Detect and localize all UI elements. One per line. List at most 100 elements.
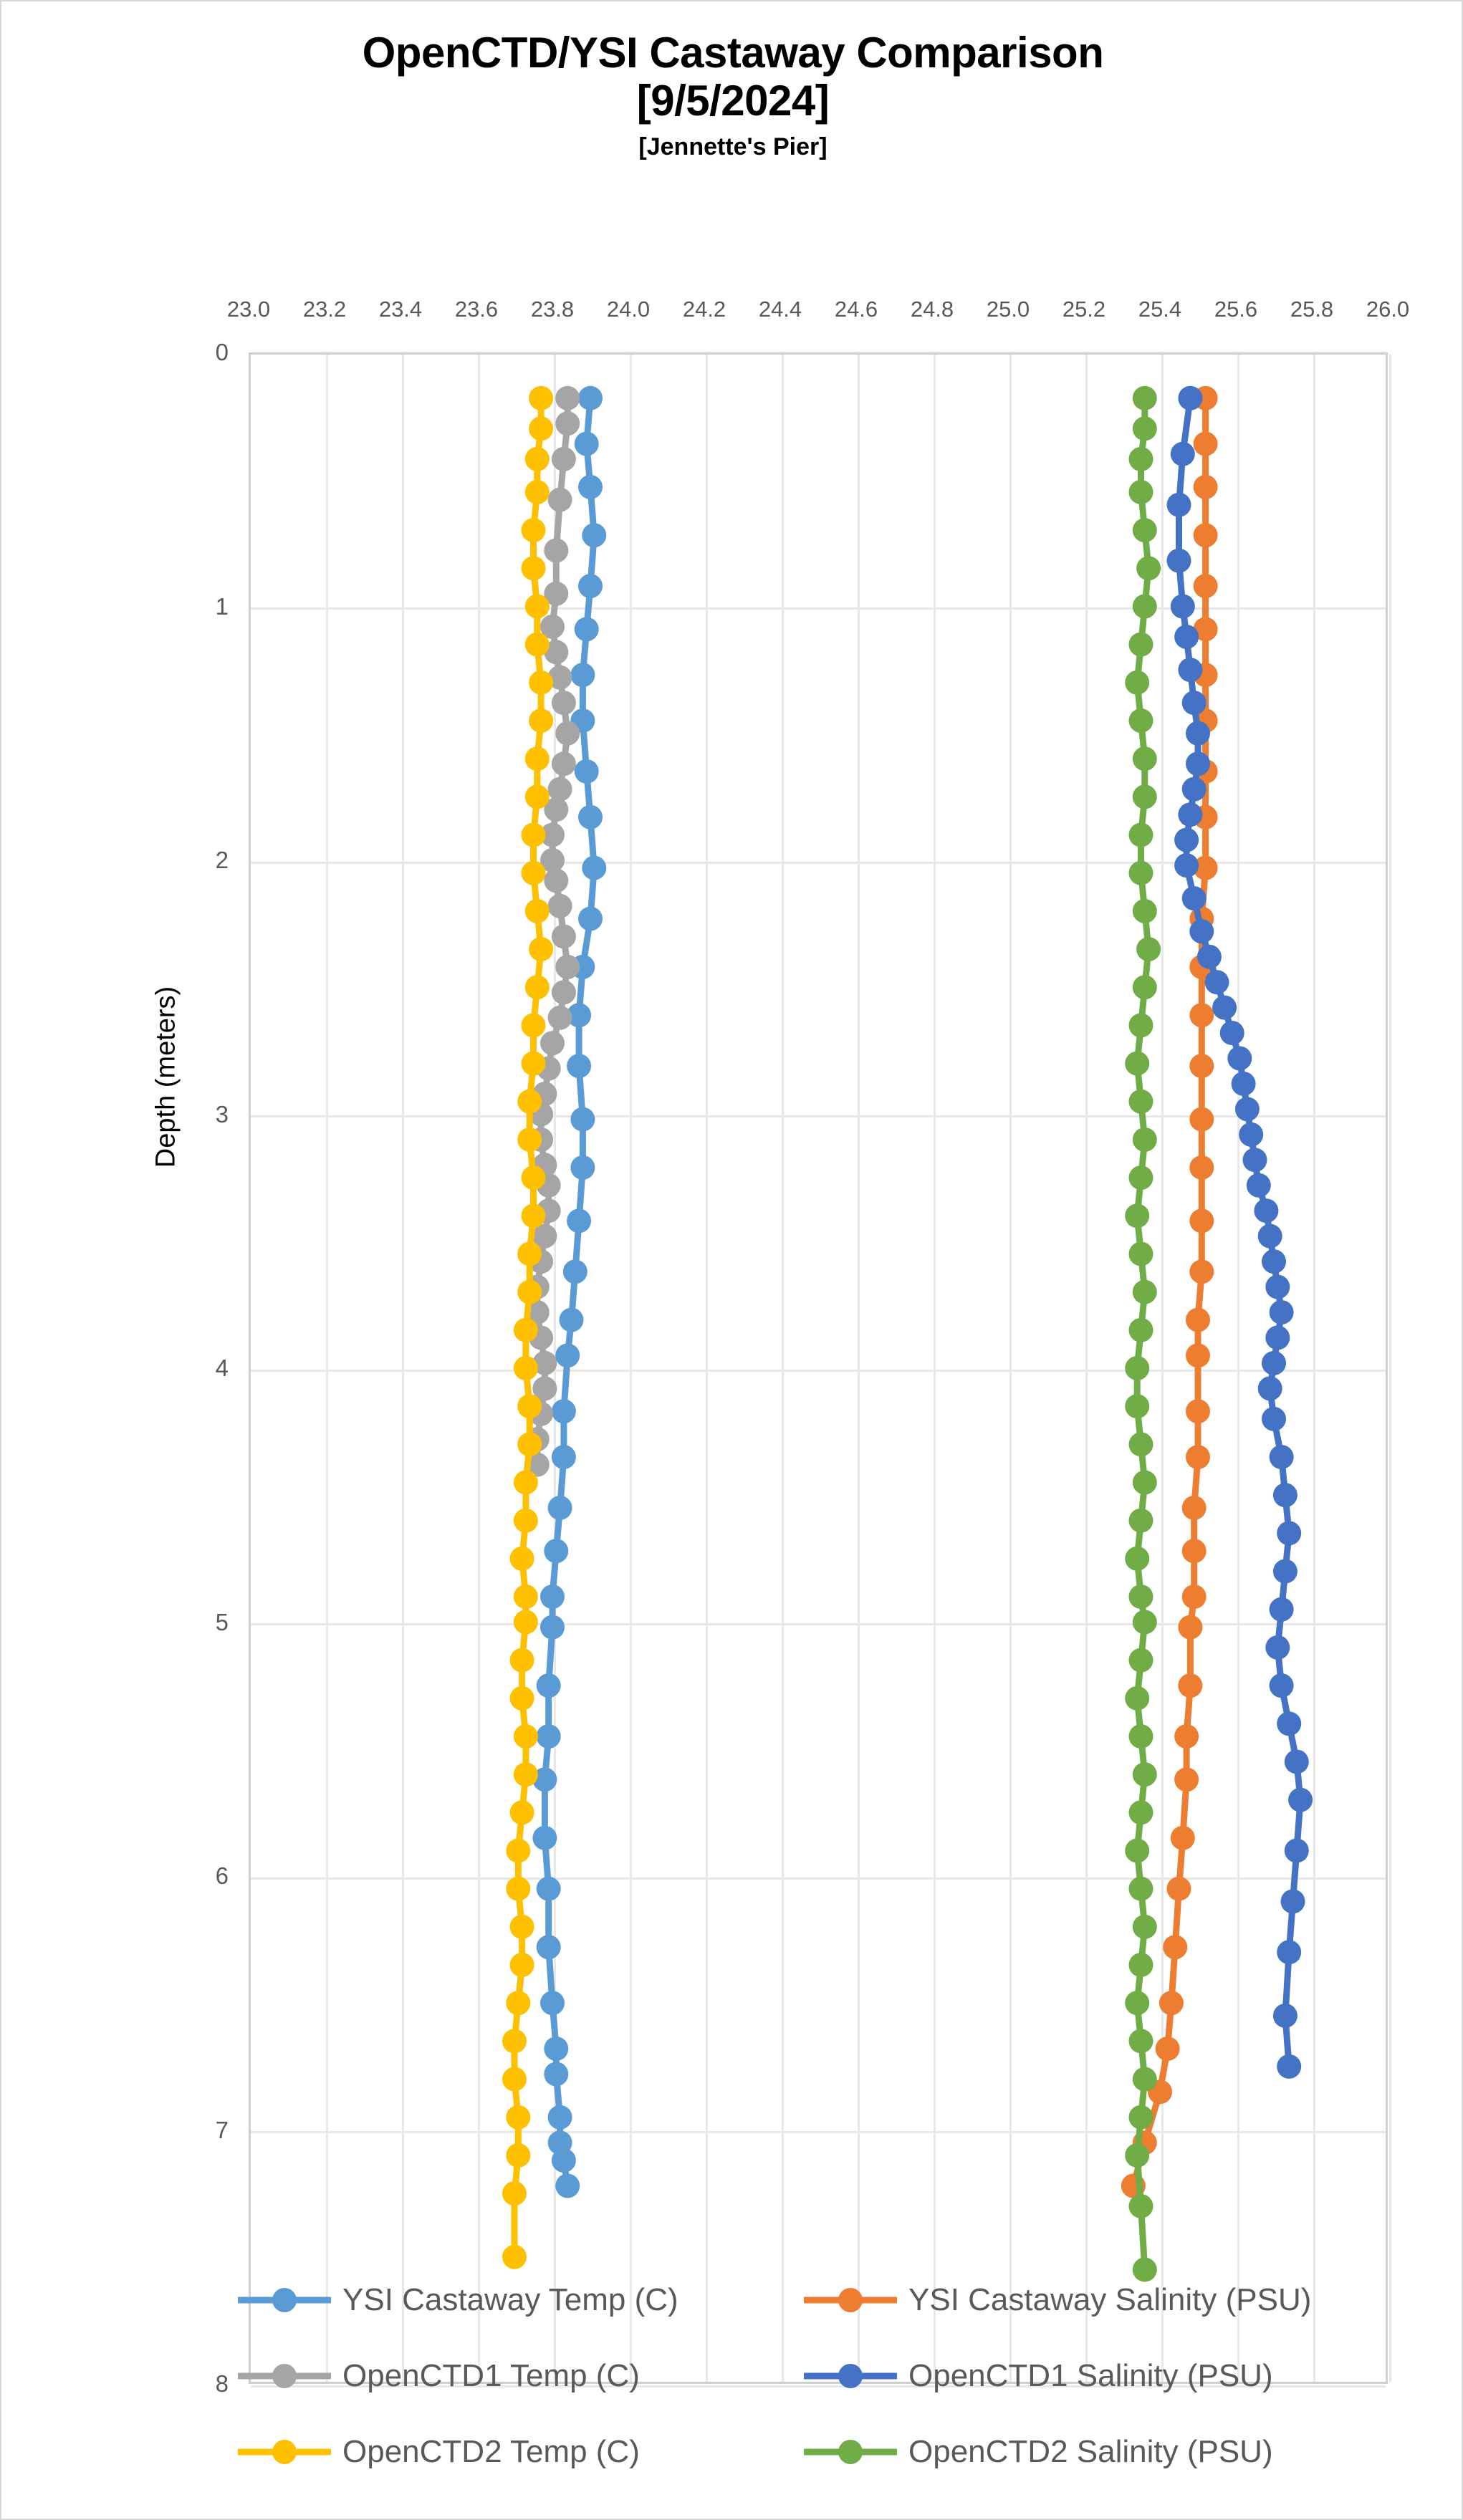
- data-point: [509, 1546, 534, 1571]
- gridline-horizontal: [251, 1623, 1386, 1625]
- legend-item[interactable]: OpenCTD1 Temp (C): [238, 2341, 804, 2411]
- data-point: [567, 1003, 592, 1028]
- data-point: [1125, 1991, 1150, 2016]
- gridline-horizontal: [251, 1369, 1386, 1372]
- series-line: [541, 395, 598, 2189]
- y-tick-label: 8: [215, 2370, 229, 2397]
- data-point: [1166, 492, 1191, 517]
- data-point: [1186, 1399, 1210, 1424]
- data-point: [544, 640, 569, 665]
- data-point: [1174, 853, 1199, 878]
- legend-item[interactable]: YSI Castaway Salinity (PSU): [804, 2265, 1442, 2335]
- data-point: [536, 1935, 561, 1960]
- data-point: [574, 617, 599, 642]
- data-point: [1159, 1991, 1184, 2016]
- y-tick-label: 6: [215, 1862, 229, 1889]
- y-tick-label: 4: [215, 1355, 229, 1381]
- data-point: [536, 1876, 561, 1901]
- data-point: [1132, 1279, 1157, 1304]
- data-point: [1193, 574, 1218, 599]
- data-point: [529, 416, 554, 441]
- data-point: [1181, 1539, 1207, 1564]
- legend-item[interactable]: OpenCTD1 Salinity (PSU): [804, 2341, 1442, 2411]
- data-point: [578, 385, 603, 410]
- data-point: [551, 751, 576, 776]
- legend-item[interactable]: YSI Castaway Temp (C): [238, 2265, 804, 2335]
- data-point: [1136, 556, 1161, 581]
- data-point: [555, 385, 580, 410]
- gridline-vertical: [1313, 355, 1315, 2382]
- data-point: [521, 1013, 546, 1038]
- data-point: [1128, 1724, 1153, 1749]
- legend-item[interactable]: OpenCTD2 Temp (C): [238, 2417, 804, 2487]
- data-point: [524, 632, 550, 657]
- data-point: [1128, 860, 1153, 885]
- data-point: [582, 523, 607, 548]
- data-point: [1227, 1046, 1252, 1071]
- gridline-vertical: [857, 355, 860, 2382]
- x-tick-label: 25.4: [1138, 297, 1182, 322]
- data-point: [1136, 937, 1161, 962]
- data-point: [1272, 2003, 1297, 2028]
- gridline-vertical: [1237, 355, 1239, 2382]
- data-point: [1170, 441, 1195, 466]
- data-point: [1204, 970, 1229, 995]
- data-point: [551, 1445, 576, 1470]
- data-point: [540, 1031, 565, 1056]
- legend-swatch-icon: [804, 2438, 897, 2466]
- data-point: [1181, 886, 1207, 911]
- data-point: [1132, 975, 1157, 1000]
- data-point: [529, 937, 554, 962]
- data-point: [1272, 1483, 1297, 1508]
- data-point: [521, 1203, 546, 1228]
- data-point: [567, 1208, 592, 1233]
- data-point: [1186, 1445, 1210, 1470]
- data-point: [1125, 1838, 1150, 1863]
- gridline-vertical: [1085, 355, 1088, 2382]
- data-point: [502, 2181, 527, 2206]
- data-point: [1128, 2105, 1153, 2130]
- gridline-vertical: [933, 355, 936, 2382]
- data-point: [509, 1914, 534, 1939]
- data-point: [1128, 708, 1153, 734]
- y-axis-title: Depth (meters): [150, 986, 181, 1168]
- data-point: [574, 759, 599, 784]
- data-point: [1178, 802, 1203, 827]
- legend-dot: [838, 2288, 863, 2312]
- data-point: [1186, 1307, 1210, 1332]
- data-point: [540, 1615, 565, 1640]
- gridline-vertical: [401, 355, 404, 2382]
- data-point: [1284, 1749, 1309, 1774]
- x-tick-label: 24.2: [682, 297, 726, 322]
- data-point: [1219, 1021, 1244, 1046]
- data-point: [1189, 1259, 1214, 1284]
- data-point: [547, 487, 572, 512]
- data-point: [547, 893, 572, 918]
- legend-item[interactable]: OpenCTD2 Salinity (PSU): [804, 2417, 1442, 2487]
- data-point: [1231, 1071, 1256, 1096]
- data-point: [1181, 1495, 1207, 1520]
- data-point: [1181, 776, 1207, 802]
- data-point: [1128, 446, 1153, 471]
- data-point: [574, 431, 599, 456]
- data-point: [521, 822, 546, 847]
- data-point: [513, 1724, 538, 1749]
- data-point: [1272, 1559, 1297, 1584]
- data-point: [578, 906, 603, 931]
- gridline-horizontal: [251, 1115, 1386, 1117]
- data-point: [540, 822, 565, 847]
- y-tick-label: 7: [215, 2116, 229, 2143]
- data-point: [1125, 670, 1150, 695]
- data-point: [1269, 1300, 1294, 1325]
- data-point: [532, 1223, 557, 1249]
- data-point: [1128, 1953, 1153, 1978]
- data-point: [1265, 1274, 1290, 1299]
- data-point: [1234, 1097, 1260, 1122]
- data-point: [1174, 1767, 1199, 1792]
- data-point: [509, 1685, 534, 1711]
- data-point: [1254, 1198, 1279, 1223]
- data-point: [1128, 2029, 1153, 2054]
- data-point: [1125, 1203, 1150, 1228]
- data-point: [517, 1241, 542, 1266]
- data-point: [513, 1470, 538, 1495]
